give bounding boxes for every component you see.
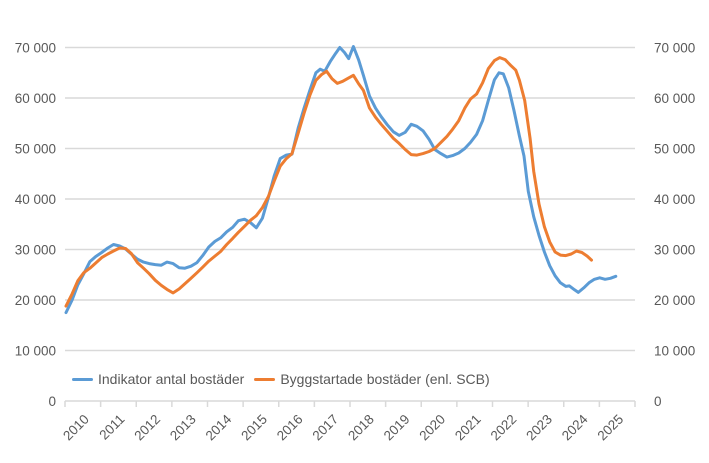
- gridlines: [65, 46, 635, 352]
- y-tick-label-left: 40 000: [15, 192, 56, 207]
- legend-label-byggstartade: Byggstartade bostäder (enl. SCB): [280, 371, 490, 387]
- x-tick-label: 2019: [381, 412, 413, 444]
- x-tick-label: 2023: [523, 412, 555, 444]
- legend-line-swatch-blue: [72, 377, 93, 381]
- y-tick-label-left: 20 000: [15, 293, 56, 308]
- x-tick-label: 2016: [274, 412, 306, 444]
- chart-legend: Indikator antal bostäder Byggstartade bo…: [72, 370, 490, 388]
- legend-line-swatch-orange: [254, 377, 276, 381]
- legend-label-indikator: Indikator antal bostäder: [98, 371, 245, 387]
- legend-item-byggstartade: Byggstartade bostäder (enl. SCB): [254, 371, 490, 387]
- x-axis-labels: 2010 2011 2012 2013 2014 2015 2016 2017 2018 2019…: [60, 411, 626, 443]
- x-tick-label: 2018: [345, 412, 377, 444]
- x-tick-label: 2021: [452, 412, 484, 444]
- x-tick-label: 2024: [559, 411, 591, 443]
- x-tick-label: 2014: [203, 411, 235, 443]
- y-tick-label-right: 60 000: [654, 91, 695, 106]
- y-tick-label-right: 40 000: [654, 192, 695, 207]
- x-tick-label: 2022: [488, 412, 520, 444]
- x-axis: [64, 400, 636, 407]
- y-tick-label-left: 30 000: [15, 243, 56, 258]
- x-tick-label: 2010: [60, 412, 92, 444]
- x-tick-label: 2017: [309, 412, 341, 444]
- y-tick-label-right: 50 000: [654, 142, 695, 157]
- y-tick-label-left: 50 000: [15, 142, 56, 157]
- y-tick-label-left: 70 000: [15, 41, 56, 56]
- y-tick-label-right: 10 000: [654, 344, 695, 359]
- series-line-indikator: [64, 45, 618, 315]
- y-tick-label-right: 70 000: [654, 41, 695, 56]
- y-axis-labels-left: 0 10 000 20 000 30 000 40 000 50 000 60 000 70 …: [15, 41, 56, 410]
- x-tick-label: 2011: [96, 412, 127, 443]
- y-tick-label-left: 60 000: [15, 91, 56, 106]
- series-line-byggstartade: [64, 56, 593, 308]
- y-tick-label-left: 0: [48, 394, 56, 409]
- x-tick-label: 2020: [416, 412, 448, 444]
- x-tick-label: 2012: [131, 412, 163, 444]
- x-tick-label: 2015: [238, 412, 270, 444]
- x-tick-label: 2025: [594, 412, 626, 444]
- y-tick-label-right: 20 000: [654, 293, 695, 308]
- y-tick-label-right: 30 000: [654, 243, 695, 258]
- x-tick-label: 2013: [167, 412, 199, 444]
- y-axis-labels-right: 0 10 000 20 000 30 000 40 000 50 000 60 000 70 …: [654, 41, 695, 410]
- y-tick-label-right: 0: [654, 394, 662, 409]
- legend-item-indikator: Indikator antal bostäder: [72, 371, 244, 387]
- y-tick-label-left: 10 000: [15, 344, 56, 359]
